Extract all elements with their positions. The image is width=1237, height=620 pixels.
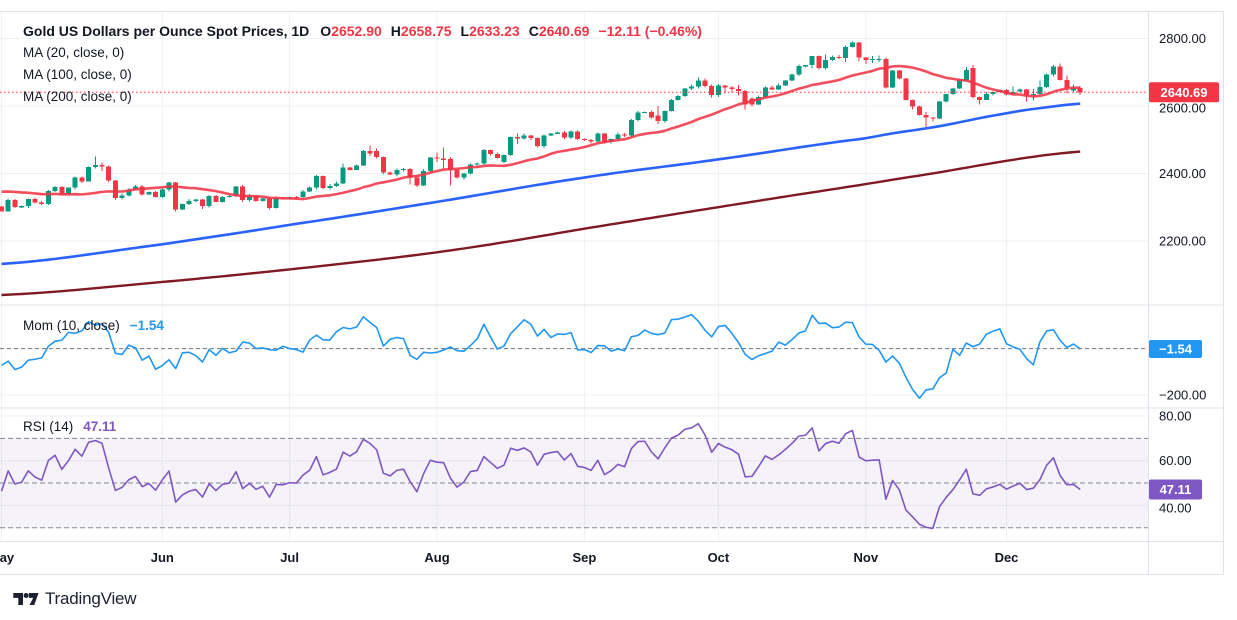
svg-text:2640.69: 2640.69 xyxy=(1161,85,1208,100)
time-axis-label[interactable]: Nov xyxy=(854,550,879,565)
ohlc-low: L2633.23 xyxy=(460,23,520,39)
momentum-pane-legend[interactable]: Mom (10, close) −1.54 xyxy=(23,318,164,333)
ma100-line xyxy=(1,102,1081,266)
rsi-value: 47.11 xyxy=(83,419,117,434)
rsi-pane-legend[interactable]: RSI (14) 47.11 xyxy=(23,419,116,434)
rsi-axis-label[interactable]: 60.00 xyxy=(1159,453,1192,468)
symbol-title[interactable]: Gold US Dollars per Ounce Spot Prices, 1… xyxy=(23,23,310,39)
time-axis-label[interactable]: Sep xyxy=(572,550,596,565)
svg-text:−1.54: −1.54 xyxy=(1159,342,1193,357)
rsi-label: RSI (14) xyxy=(23,419,74,434)
rsi-axis-label[interactable]: 80.00 xyxy=(1159,409,1192,424)
legend-ma20[interactable]: MA (20, close, 0) xyxy=(23,45,125,60)
legend-ma200[interactable]: MA (200, close, 0) xyxy=(23,89,132,104)
momentum-value-badge: −1.54 xyxy=(1149,340,1202,358)
time-axis-label[interactable]: May xyxy=(0,550,15,565)
time-axis-label[interactable]: Jul xyxy=(280,550,299,565)
legend-ma100[interactable]: MA (100, close, 0) xyxy=(23,67,132,82)
momentum-line xyxy=(1,313,1081,400)
rsi-line xyxy=(0,422,1081,530)
candle-bodies xyxy=(0,42,1083,212)
time-axis-label[interactable]: Jun xyxy=(151,550,174,565)
ma20-line xyxy=(1,64,1081,201)
momentum-axis-label[interactable]: −200.00 xyxy=(1159,388,1206,403)
price-axis-label[interactable]: 2400.00 xyxy=(1159,166,1206,181)
symbol-header: Gold US Dollars per Ounce Spot Prices, 1… xyxy=(23,23,702,39)
time-axis-label[interactable]: Aug xyxy=(424,550,449,565)
price-axis-label[interactable]: 2600.00 xyxy=(1159,101,1206,116)
price-axis-label[interactable]: 2200.00 xyxy=(1159,234,1206,249)
svg-text:47.11: 47.11 xyxy=(1160,482,1192,497)
change-value: −12.11 (−0.46%) xyxy=(598,23,702,39)
rsi-value-badge: 47.11 xyxy=(1149,479,1202,500)
time-axis-label[interactable]: Oct xyxy=(708,550,730,565)
ohlc-close: C2640.69 xyxy=(528,23,590,39)
tradingview-logo-icon xyxy=(13,593,39,605)
ohlc-open: O2652.90 xyxy=(320,23,382,39)
price-axis-label[interactable]: 2800.00 xyxy=(1159,31,1206,46)
time-axis-label[interactable]: Dec xyxy=(995,550,1019,565)
rsi-axis-label[interactable]: 40.00 xyxy=(1159,500,1192,515)
ohlc-high: H2658.75 xyxy=(390,23,452,39)
tradingview-logo-text: TradingView xyxy=(45,589,137,608)
last-price-badge: 2640.69 xyxy=(1149,82,1219,103)
tradingview-logo[interactable]: TradingView xyxy=(13,589,137,609)
ma200-line xyxy=(1,150,1081,297)
momentum-value: −1.54 xyxy=(129,318,164,333)
momentum-label: Mom (10, close) xyxy=(23,318,120,333)
